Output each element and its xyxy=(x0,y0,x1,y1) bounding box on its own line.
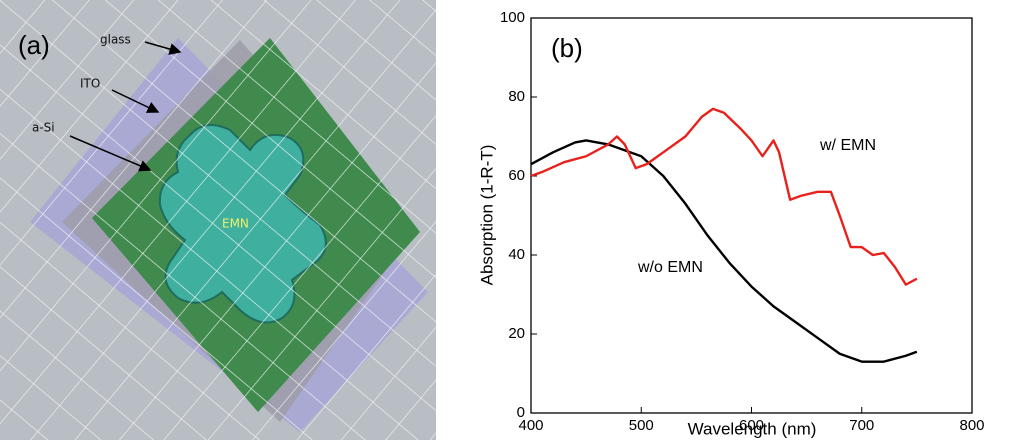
y-tick-label: 0 xyxy=(517,404,525,421)
x-tick-label: 700 xyxy=(849,417,874,434)
data-line xyxy=(530,107,918,286)
x-tick-label: 800 xyxy=(959,417,984,434)
y-tick-label: 60 xyxy=(508,167,525,184)
y-axis-label: Absorption (1-R-T) xyxy=(477,145,496,286)
y-tick-label: 20 xyxy=(508,325,525,342)
mesh-overlay xyxy=(0,0,436,440)
panel-label: (a) xyxy=(18,30,50,60)
emn-label: EMN xyxy=(222,217,249,231)
annotation: w/ EMN xyxy=(819,137,876,154)
x-tick-label: 600 xyxy=(739,417,764,434)
arrow xyxy=(144,41,182,55)
data-line xyxy=(530,139,918,363)
y-tick-label: 40 xyxy=(508,246,525,263)
annotation: w/o EMN xyxy=(637,259,703,276)
y-tick-label: 100 xyxy=(500,9,525,26)
panel-label: (b) xyxy=(551,33,583,63)
x-tick-label: 400 xyxy=(518,417,543,434)
y-tick-label: 80 xyxy=(508,88,525,105)
panel-b: (b) w/ EMN w/o EMN Wavelength (nm) Absor… xyxy=(477,9,984,439)
layer-label: glass xyxy=(100,33,131,47)
panel-a: (a) glass ITO a-Si EMN xyxy=(0,0,436,440)
arrow xyxy=(69,135,152,172)
x-axis-label: Wavelength (nm) xyxy=(688,419,817,438)
layer-label: ITO xyxy=(80,77,100,91)
layer-label: a-Si xyxy=(32,121,55,135)
plot-frame xyxy=(530,17,973,414)
x-tick-label: 500 xyxy=(629,417,654,434)
arrow xyxy=(111,89,160,113)
